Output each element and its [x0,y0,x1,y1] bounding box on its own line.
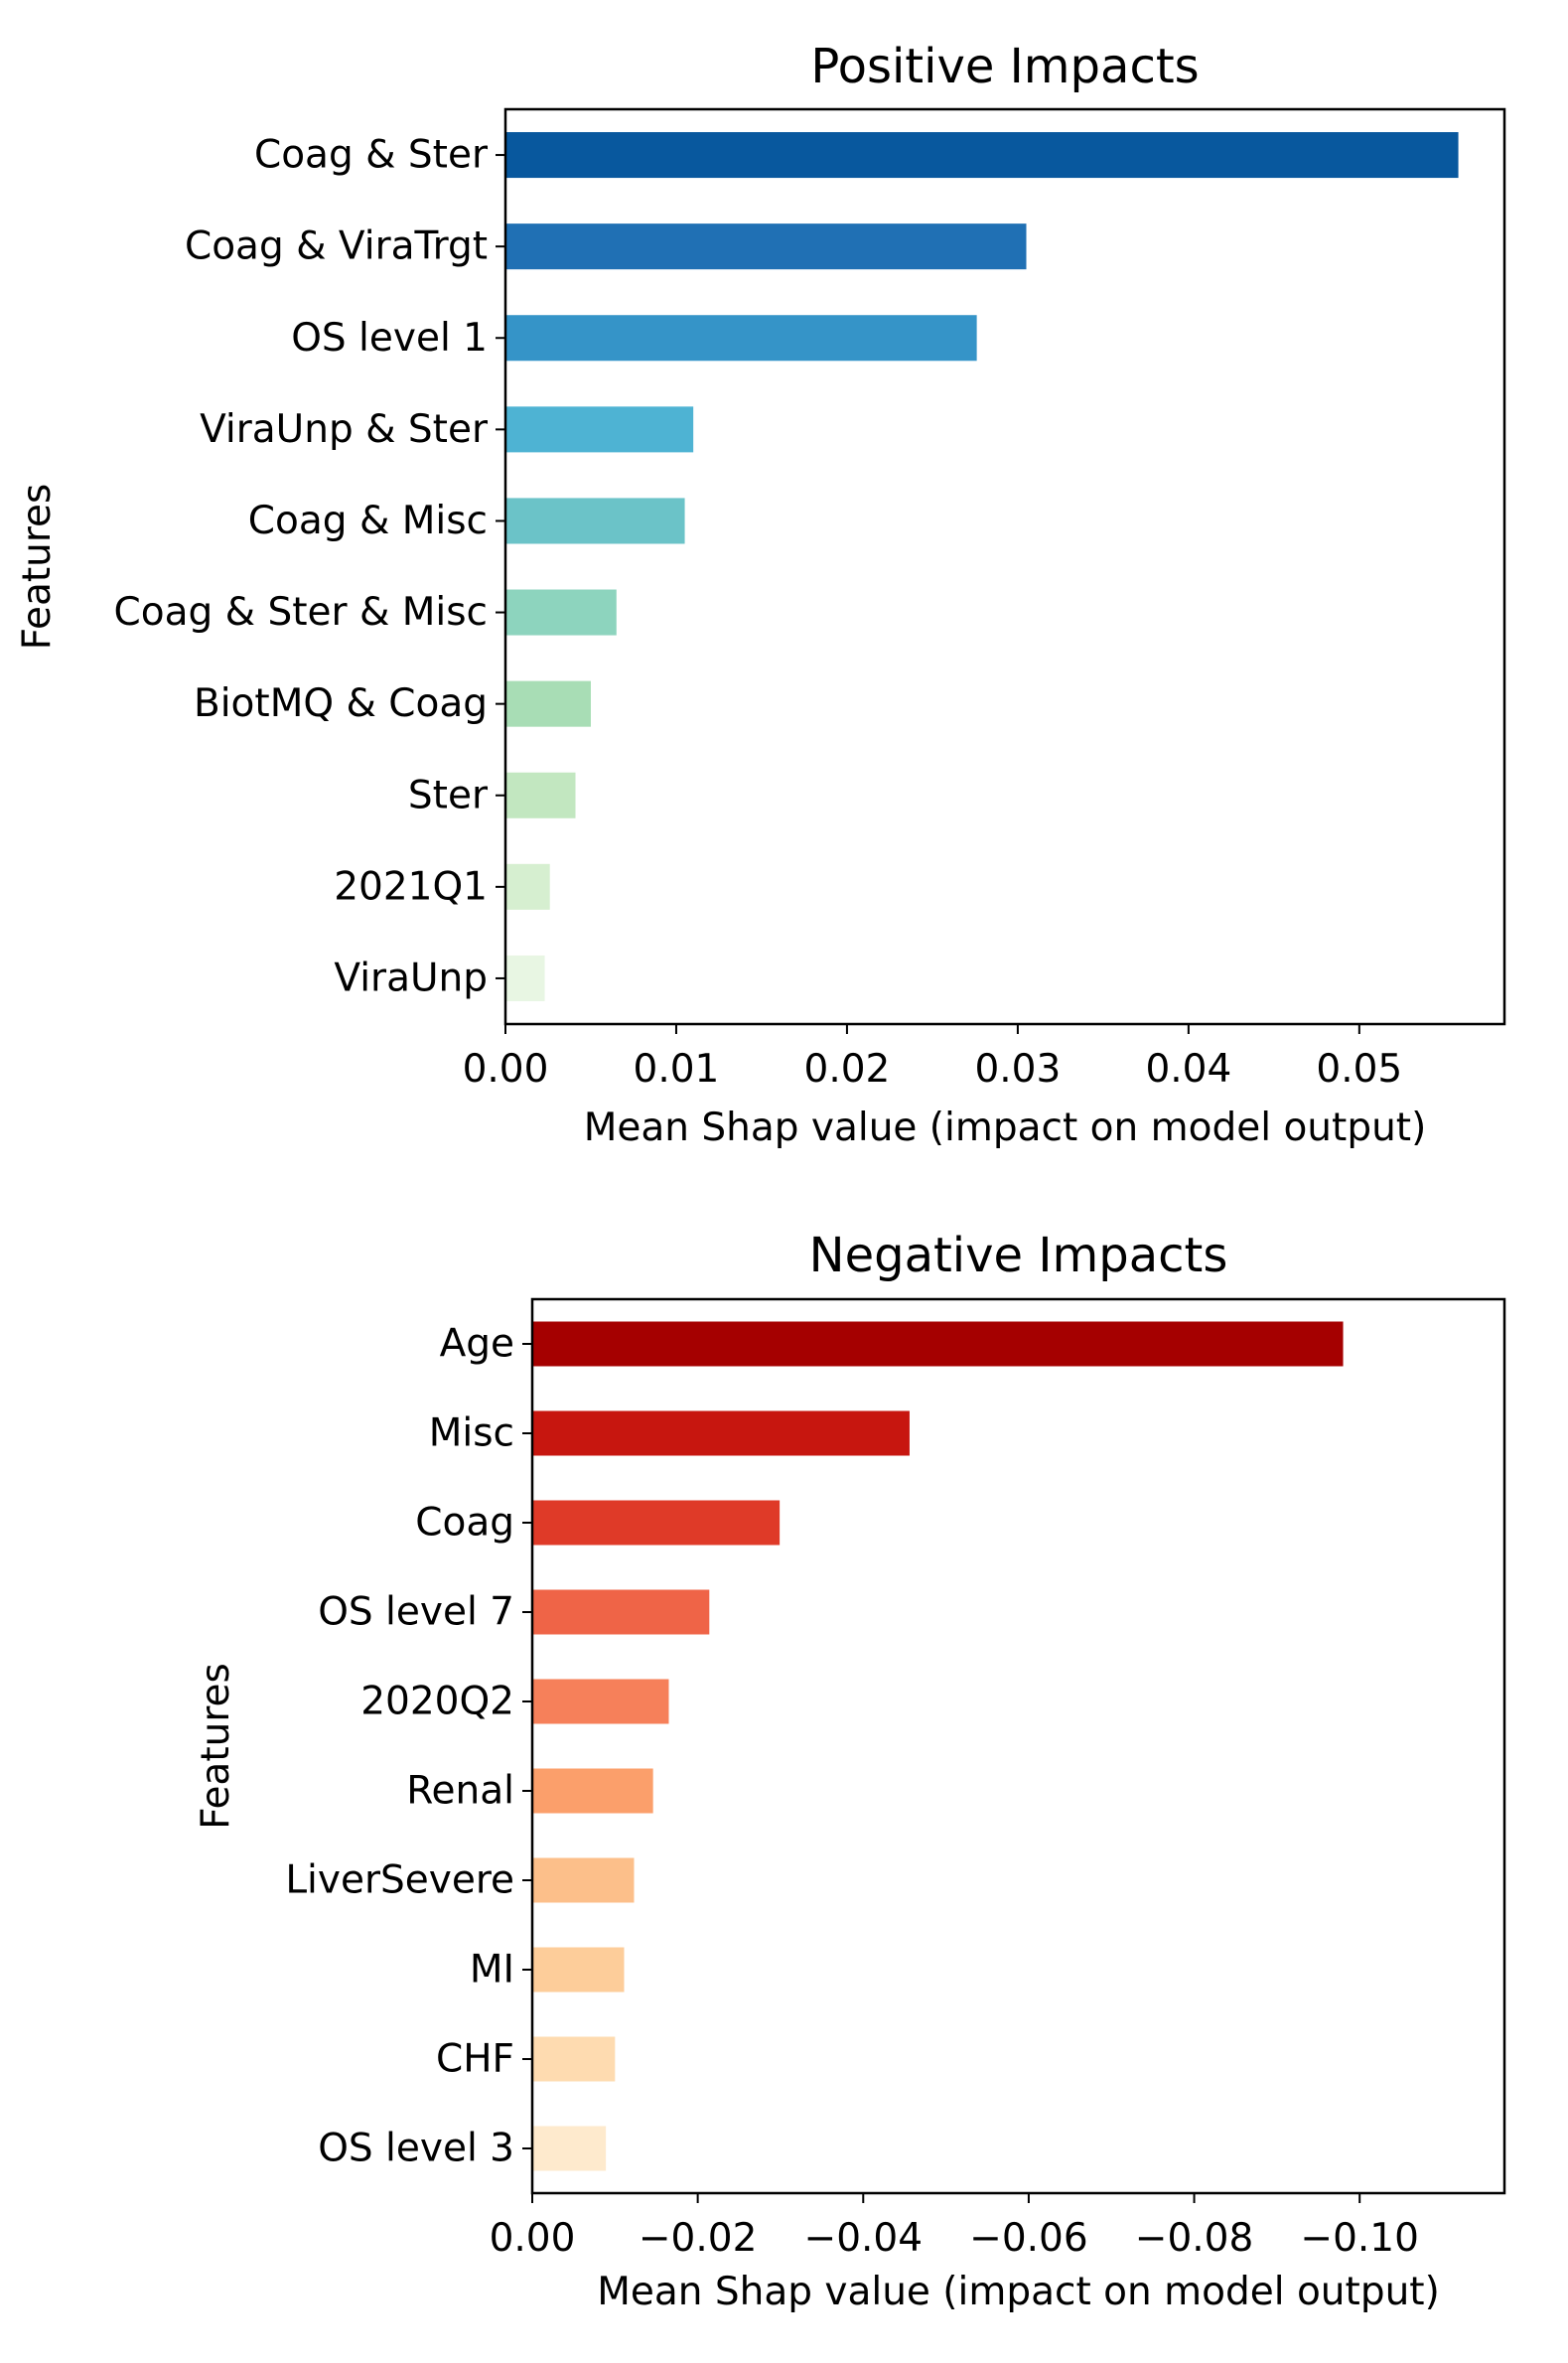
category-label: Coag [415,1501,514,1546]
category-label: Coag & ViraTrgt [185,224,488,269]
bar [532,2036,616,2082]
bar [532,1679,669,1724]
x-tick-label: 0.00 [490,2216,576,2261]
category-label: Age [440,1322,514,1367]
x-axis-label: Mean Shap value (impact on model output) [584,1106,1427,1150]
bar [505,132,1459,179]
bar [532,2126,607,2171]
chart-title: Positive Impacts [810,39,1199,94]
category-label: BiotMQ & Coag [194,681,488,726]
category-label: Ster [408,773,489,817]
bar [505,406,694,453]
category-label: OS level 7 [318,1590,514,1635]
y-axis-label: Features [194,1663,238,1830]
category-label: CHF [436,2037,514,2082]
bar [505,955,545,1001]
category-label: Misc [429,1411,514,1456]
positive-impacts-chart: Positive Impacts Features Mean Shap valu… [15,39,1506,1150]
x-tick-label: −0.04 [804,2216,924,2261]
bar [505,772,576,818]
x-tick-label: −0.02 [639,2216,758,2261]
bar [532,1589,710,1635]
bar [532,1321,1344,1367]
category-label: LiverSevere [285,1858,514,1903]
x-tick-label: −0.06 [969,2216,1088,2261]
plot-frame [503,107,1506,1026]
negative-impacts-chart: Negative Impacts Features Mean Shap valu… [194,1228,1506,2314]
x-axis-label: Mean Shap value (impact on model output) [597,2270,1440,2314]
bar [505,589,617,636]
category-label: OS level 3 [318,2127,514,2171]
x-tick-label: 0.01 [634,1047,720,1092]
bar [532,1857,635,1903]
x-tick-label: 0.02 [804,1047,891,1092]
category-label: Coag & Ster & Misc [114,590,488,635]
category-label: OS level 1 [291,316,488,361]
bar [505,680,591,727]
x-tick-label: −0.08 [1135,2216,1254,2261]
bar [505,498,685,544]
bar [505,223,1027,270]
category-label: Renal [406,1769,514,1814]
category-label: Coag & Ster [254,133,489,178]
bar [532,1410,910,1456]
x-tick-label: 0.00 [463,1047,549,1092]
bar [505,863,550,910]
bar [532,1768,653,1814]
chart-title: Negative Impacts [809,1228,1228,1283]
x-tick-label: 0.03 [974,1047,1061,1092]
x-tick-label: −0.10 [1300,2216,1419,2261]
category-label: Coag & Misc [248,499,488,543]
x-tick-label: 0.05 [1316,1047,1402,1092]
y-axis-label: Features [15,484,60,651]
bar [532,1947,625,1993]
category-label: 2021Q1 [334,864,488,909]
category-label: 2020Q2 [360,1680,514,1724]
x-tick-label: 0.04 [1145,1047,1231,1092]
category-label: ViraUnp & Ster [200,407,489,452]
category-label: MI [470,1948,514,1993]
bar [532,1500,781,1546]
plot-frame [530,1297,1506,2195]
bar [505,315,977,362]
category-label: ViraUnp [334,956,488,1000]
